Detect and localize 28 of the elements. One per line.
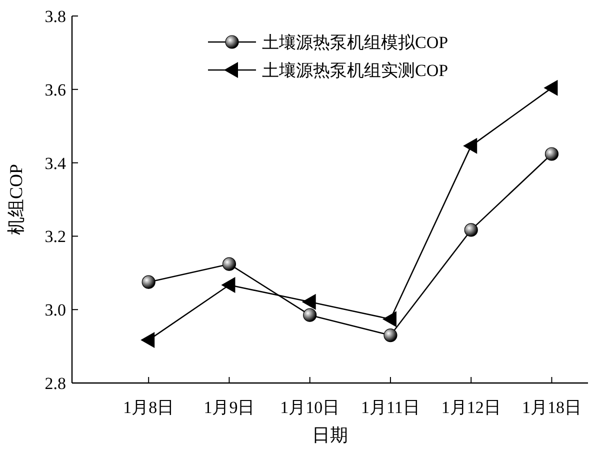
x-axis-title: 日期 <box>312 425 348 445</box>
y-tick-label: 2.8 <box>44 374 66 393</box>
point <box>464 223 478 237</box>
point <box>382 311 396 328</box>
point <box>140 332 155 348</box>
x-tick-label: 1月18日 <box>522 398 582 417</box>
y-axis-title: 机组COP <box>6 164 26 236</box>
x-tick-label: 1月11日 <box>361 398 420 417</box>
point <box>142 275 156 289</box>
y-tick-label: 3.6 <box>44 80 66 100</box>
x-tick-label: 1月10日 <box>280 398 340 417</box>
point <box>544 147 559 161</box>
point <box>544 80 558 96</box>
y-tick-label: 3.0 <box>44 300 66 320</box>
x-tick-label: 1月9日 <box>204 398 255 417</box>
x-tick-label: 1月12日 <box>441 398 501 417</box>
y-tick-label: 3.8 <box>44 7 66 26</box>
y-tick-label: 3.4 <box>44 154 66 173</box>
point <box>384 328 398 342</box>
legend-label: 土壤源热泵机组实测COP <box>262 61 448 80</box>
point <box>222 257 236 271</box>
x-tick-label: 1月8日 <box>123 398 174 417</box>
legend-label: 土壤源热泵机组模拟COP <box>262 33 448 52</box>
point <box>303 308 317 322</box>
point <box>463 138 478 154</box>
point <box>221 277 236 294</box>
y-tick-label: 3.2 <box>44 227 66 246</box>
point <box>302 294 316 310</box>
